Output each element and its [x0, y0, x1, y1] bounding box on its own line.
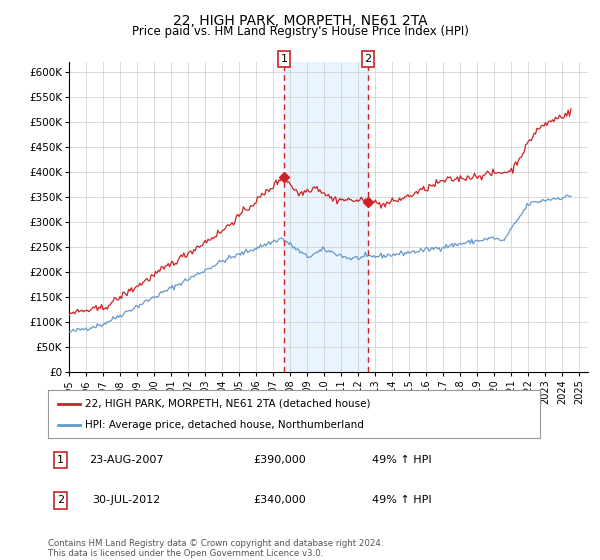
Text: 49% ↑ HPI: 49% ↑ HPI	[373, 455, 432, 465]
Text: 22, HIGH PARK, MORPETH, NE61 2TA (detached house): 22, HIGH PARK, MORPETH, NE61 2TA (detach…	[85, 399, 370, 409]
Text: 22, HIGH PARK, MORPETH, NE61 2TA: 22, HIGH PARK, MORPETH, NE61 2TA	[173, 14, 427, 28]
Text: Contains HM Land Registry data © Crown copyright and database right 2024.
This d: Contains HM Land Registry data © Crown c…	[48, 539, 383, 558]
Text: 1: 1	[281, 54, 287, 64]
Text: 49% ↑ HPI: 49% ↑ HPI	[373, 496, 432, 505]
Text: 2: 2	[365, 54, 372, 64]
Text: 2: 2	[57, 496, 64, 505]
Text: £390,000: £390,000	[253, 455, 305, 465]
Text: 30-JUL-2012: 30-JUL-2012	[92, 496, 161, 505]
Text: HPI: Average price, detached house, Northumberland: HPI: Average price, detached house, Nort…	[85, 419, 364, 430]
Text: Price paid vs. HM Land Registry's House Price Index (HPI): Price paid vs. HM Land Registry's House …	[131, 25, 469, 38]
Text: 1: 1	[57, 455, 64, 465]
Text: £340,000: £340,000	[253, 496, 305, 505]
Text: 23-AUG-2007: 23-AUG-2007	[89, 455, 164, 465]
Bar	[284, 62, 368, 372]
